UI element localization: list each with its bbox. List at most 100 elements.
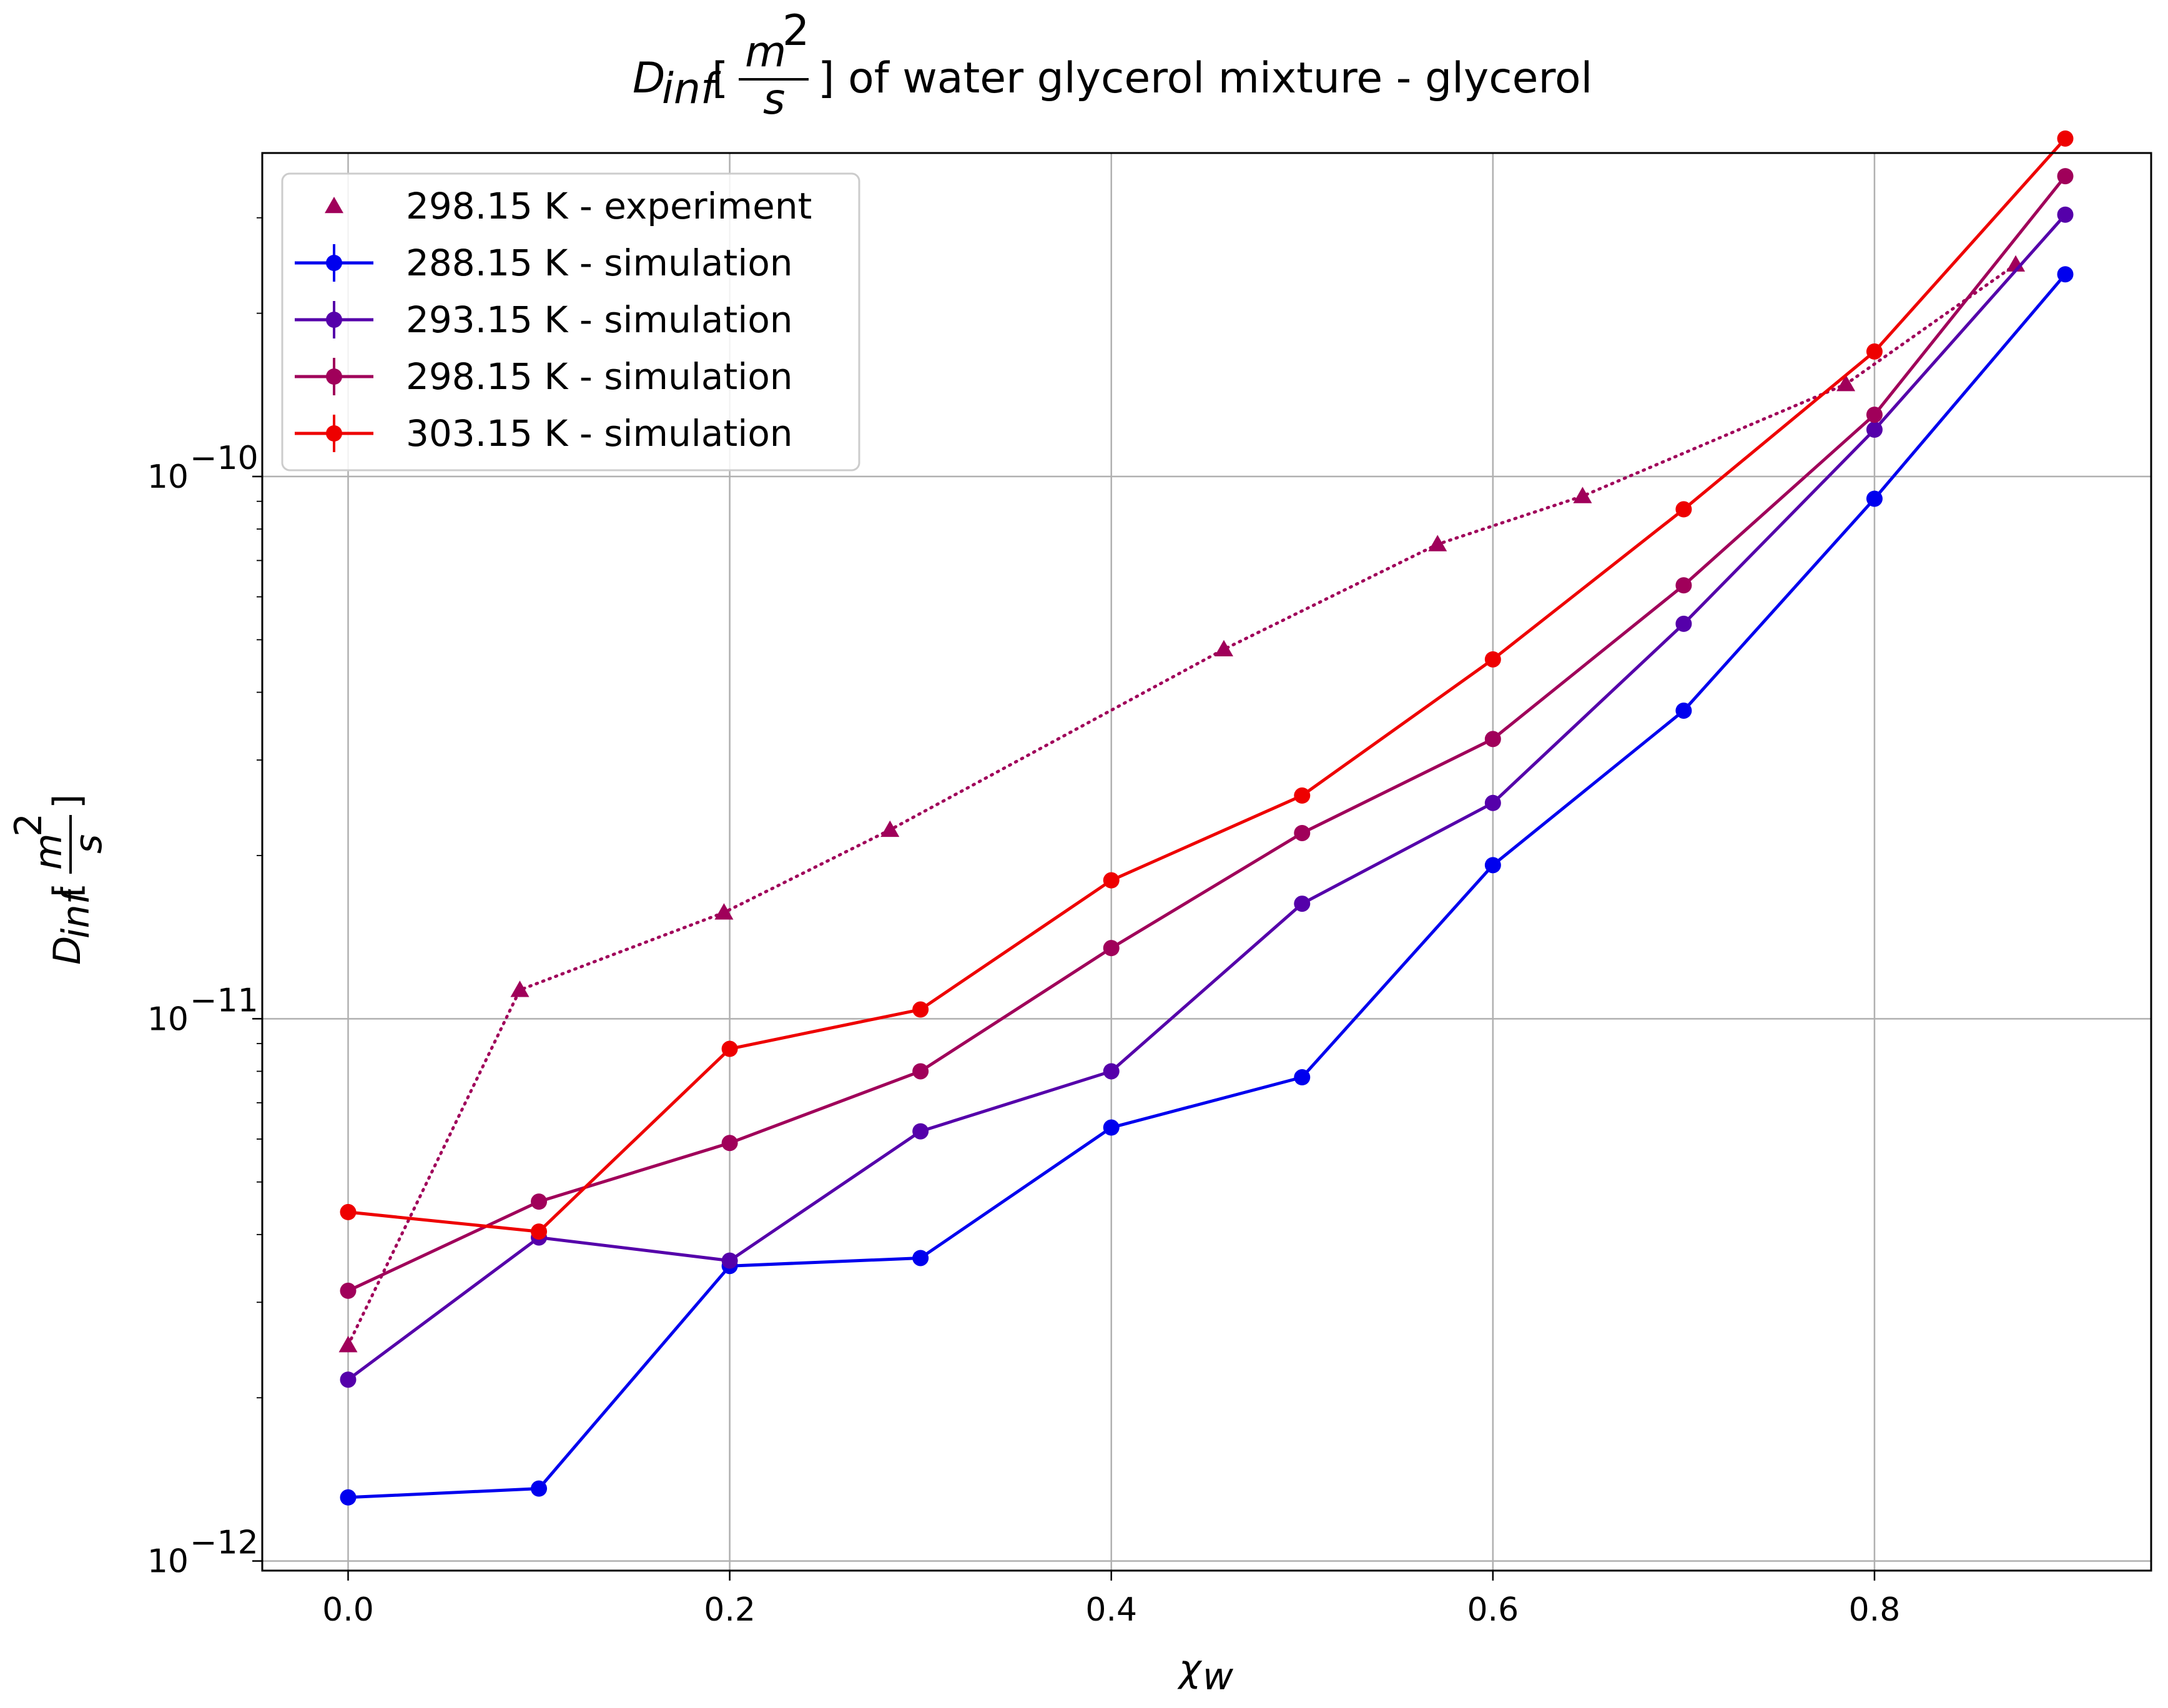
data-point xyxy=(1215,639,1233,657)
legend: 298.15 K - experiment 288.15 K - simulati… xyxy=(281,172,860,471)
legend-items: 298.15 K - experiment 288.15 K - simulati… xyxy=(295,185,812,455)
series-3 xyxy=(340,168,2074,1299)
data-point xyxy=(1103,872,1120,889)
y-label-subscript: inf xyxy=(54,886,98,939)
series-line xyxy=(347,263,2018,1347)
data-point xyxy=(1675,577,1692,594)
y-label-numerator: m xyxy=(27,834,71,870)
legend-frame xyxy=(281,172,860,471)
series-line xyxy=(348,137,2067,1233)
y-label-symbol: D xyxy=(46,936,89,965)
data-point xyxy=(340,1282,357,1299)
legend-entry: 293.15 K - simulation xyxy=(295,299,793,341)
legend-label: 288.15 K - simulation xyxy=(406,242,793,284)
y-tick-label: 10 −11 xyxy=(147,982,259,1038)
x-tick-label: 0.2 xyxy=(704,1591,756,1629)
x-tick-label: 0.8 xyxy=(1849,1591,1901,1629)
data-point xyxy=(340,1371,357,1388)
data-point xyxy=(1484,731,1501,748)
data-point xyxy=(2057,266,2074,283)
x-tick-label: 0.6 xyxy=(1467,1591,1519,1629)
x-label-subscript: w xyxy=(1203,1655,1234,1699)
series-line xyxy=(348,273,2067,1499)
legend-label: 303.15 K - simulation xyxy=(406,412,793,455)
data-point xyxy=(1103,940,1120,957)
y-tick-label: 10 −10 xyxy=(147,440,259,496)
data-point xyxy=(714,903,734,920)
data-point xyxy=(721,1040,738,1057)
data-point xyxy=(1866,422,1883,438)
data-point xyxy=(880,820,900,837)
data-point xyxy=(1866,343,1883,360)
series-4 xyxy=(340,130,2074,1240)
data-point xyxy=(1103,1063,1120,1080)
title-symbol: D xyxy=(633,54,665,103)
y-label-close-bracket: ] xyxy=(46,794,89,809)
chart-title: D inf [ m 2 s ] of water glycerol mixtur… xyxy=(633,6,1592,124)
data-point xyxy=(912,1063,929,1080)
plot-area-frame xyxy=(261,152,2152,1572)
title-denominator: s xyxy=(763,75,785,124)
title-text: ] of water glycerol mixture - glycerol xyxy=(818,54,1592,103)
legend-marker xyxy=(326,312,342,328)
data-point xyxy=(1294,896,1311,912)
data-point xyxy=(1675,501,1692,518)
data-point xyxy=(340,1489,357,1506)
legend-entry: 298.15 K - experiment xyxy=(325,185,812,227)
legend-marker xyxy=(326,255,342,271)
y-label-denominator: s xyxy=(67,834,111,854)
data-point xyxy=(1675,615,1692,632)
legend-marker xyxy=(326,425,342,442)
data-point xyxy=(338,1336,358,1353)
y-tick-label-base: 10 xyxy=(147,1000,189,1038)
y-tick-label-base: 10 xyxy=(147,1543,189,1581)
y-tick-label-exponent: −12 xyxy=(190,1524,259,1562)
data-point xyxy=(1294,787,1311,804)
y-tick-label: 10 −12 xyxy=(147,1524,259,1581)
y-tick-label-exponent: −11 xyxy=(190,982,259,1019)
legend-entry: 303.15 K - simulation xyxy=(295,412,793,455)
data-point xyxy=(1866,407,1883,423)
data-point xyxy=(1484,857,1501,874)
x-axis-label: χ w xyxy=(1177,1647,1234,1699)
legend-entry: 298.15 K - simulation xyxy=(295,355,793,398)
data-point xyxy=(912,1250,929,1266)
data-point xyxy=(912,1123,929,1140)
title-superscript: 2 xyxy=(782,6,809,56)
legend-label: 298.15 K - experiment xyxy=(406,185,812,227)
data-point xyxy=(1484,794,1501,811)
legend-label: 298.15 K - simulation xyxy=(406,355,793,398)
data-point xyxy=(2057,168,2074,185)
legend-entry: 288.15 K - simulation xyxy=(295,242,793,284)
y-label-open-bracket: [ xyxy=(46,883,89,897)
data-point xyxy=(531,1480,548,1497)
data-point xyxy=(1836,375,1856,392)
y-tick-label-exponent: −10 xyxy=(190,440,259,477)
title-numerator: m xyxy=(745,27,786,77)
data-point xyxy=(1103,1119,1120,1136)
data-point xyxy=(1428,535,1447,551)
data-point xyxy=(721,1135,738,1152)
x-tick-label: 0.4 xyxy=(1085,1591,1137,1629)
legend-label: 293.15 K - simulation xyxy=(406,299,793,341)
data-point xyxy=(531,1223,548,1240)
data-point xyxy=(2057,130,2074,147)
y-tick-label-base: 10 xyxy=(147,458,189,496)
data-point xyxy=(1866,490,1883,507)
data-point xyxy=(531,1193,548,1210)
data-point xyxy=(912,1001,929,1018)
series-line xyxy=(347,175,2067,1293)
data-point xyxy=(1294,1069,1311,1086)
x-label-symbol: χ xyxy=(1177,1647,1203,1691)
series-layer xyxy=(338,130,2074,1506)
y-axis-label: D inf [ m 2 s ] xyxy=(7,794,111,965)
legend-marker xyxy=(326,368,342,385)
y-label-superscript: 2 xyxy=(7,813,51,837)
data-point xyxy=(340,1203,357,1220)
legend-marker xyxy=(325,197,343,214)
title-subscript: inf xyxy=(662,64,721,114)
series-line xyxy=(347,214,2067,1381)
data-point xyxy=(1484,651,1501,668)
